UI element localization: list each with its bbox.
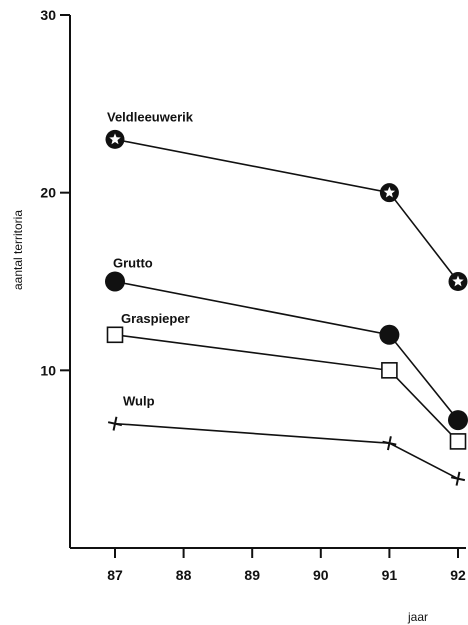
series-graspieper bbox=[106, 326, 467, 450]
data-point bbox=[448, 272, 468, 291]
data-point bbox=[379, 324, 400, 345]
series-label: Graspieper bbox=[121, 311, 190, 326]
data-point bbox=[448, 410, 468, 431]
labels-layer: Veldleeuwerik Grutto Graspieper Wulp bbox=[107, 109, 194, 408]
series-grutto bbox=[105, 271, 468, 431]
x-axis-label: jaar bbox=[407, 610, 428, 624]
series-wulp bbox=[107, 416, 466, 486]
plus-v bbox=[386, 436, 392, 451]
data-point bbox=[105, 271, 125, 292]
series-layer bbox=[105, 129, 468, 486]
series-veldleeuwerik bbox=[105, 129, 468, 291]
x-tick-label: 89 bbox=[244, 567, 260, 583]
series-line bbox=[114, 280, 459, 421]
series-label: Veldleeuwerik bbox=[107, 109, 194, 124]
data-point bbox=[107, 416, 123, 431]
data-point bbox=[450, 471, 466, 486]
x-tick-label: 88 bbox=[176, 567, 192, 583]
series-label: Grutto bbox=[113, 256, 153, 271]
y-tick-label: 20 bbox=[40, 185, 56, 201]
series-line bbox=[114, 334, 459, 442]
data-point bbox=[106, 326, 124, 344]
y-axis-label: aantal territoria bbox=[11, 210, 25, 290]
series-line bbox=[114, 422, 459, 480]
data-point bbox=[449, 433, 467, 450]
data-point bbox=[105, 129, 125, 149]
x-tick-label: 90 bbox=[313, 567, 329, 583]
data-point bbox=[381, 362, 398, 379]
x-tick-label: 87 bbox=[107, 567, 123, 583]
x-tick-label: 91 bbox=[382, 567, 398, 583]
series-line bbox=[114, 138, 459, 282]
star-icon bbox=[452, 275, 464, 287]
plus-v bbox=[455, 471, 461, 486]
series-label: Wulp bbox=[123, 394, 155, 409]
data-point bbox=[382, 436, 397, 451]
axes: 10 20 30 87 88 89 90 91 92 jaar aantal territoria bbox=[11, 7, 466, 624]
star-icon bbox=[383, 186, 396, 198]
y-tick-label: 30 bbox=[40, 7, 56, 23]
data-point bbox=[379, 183, 399, 203]
y-tick-label: 10 bbox=[40, 362, 56, 378]
plus-v bbox=[112, 416, 118, 431]
star-icon bbox=[109, 133, 121, 145]
x-tick-label: 92 bbox=[450, 567, 466, 583]
